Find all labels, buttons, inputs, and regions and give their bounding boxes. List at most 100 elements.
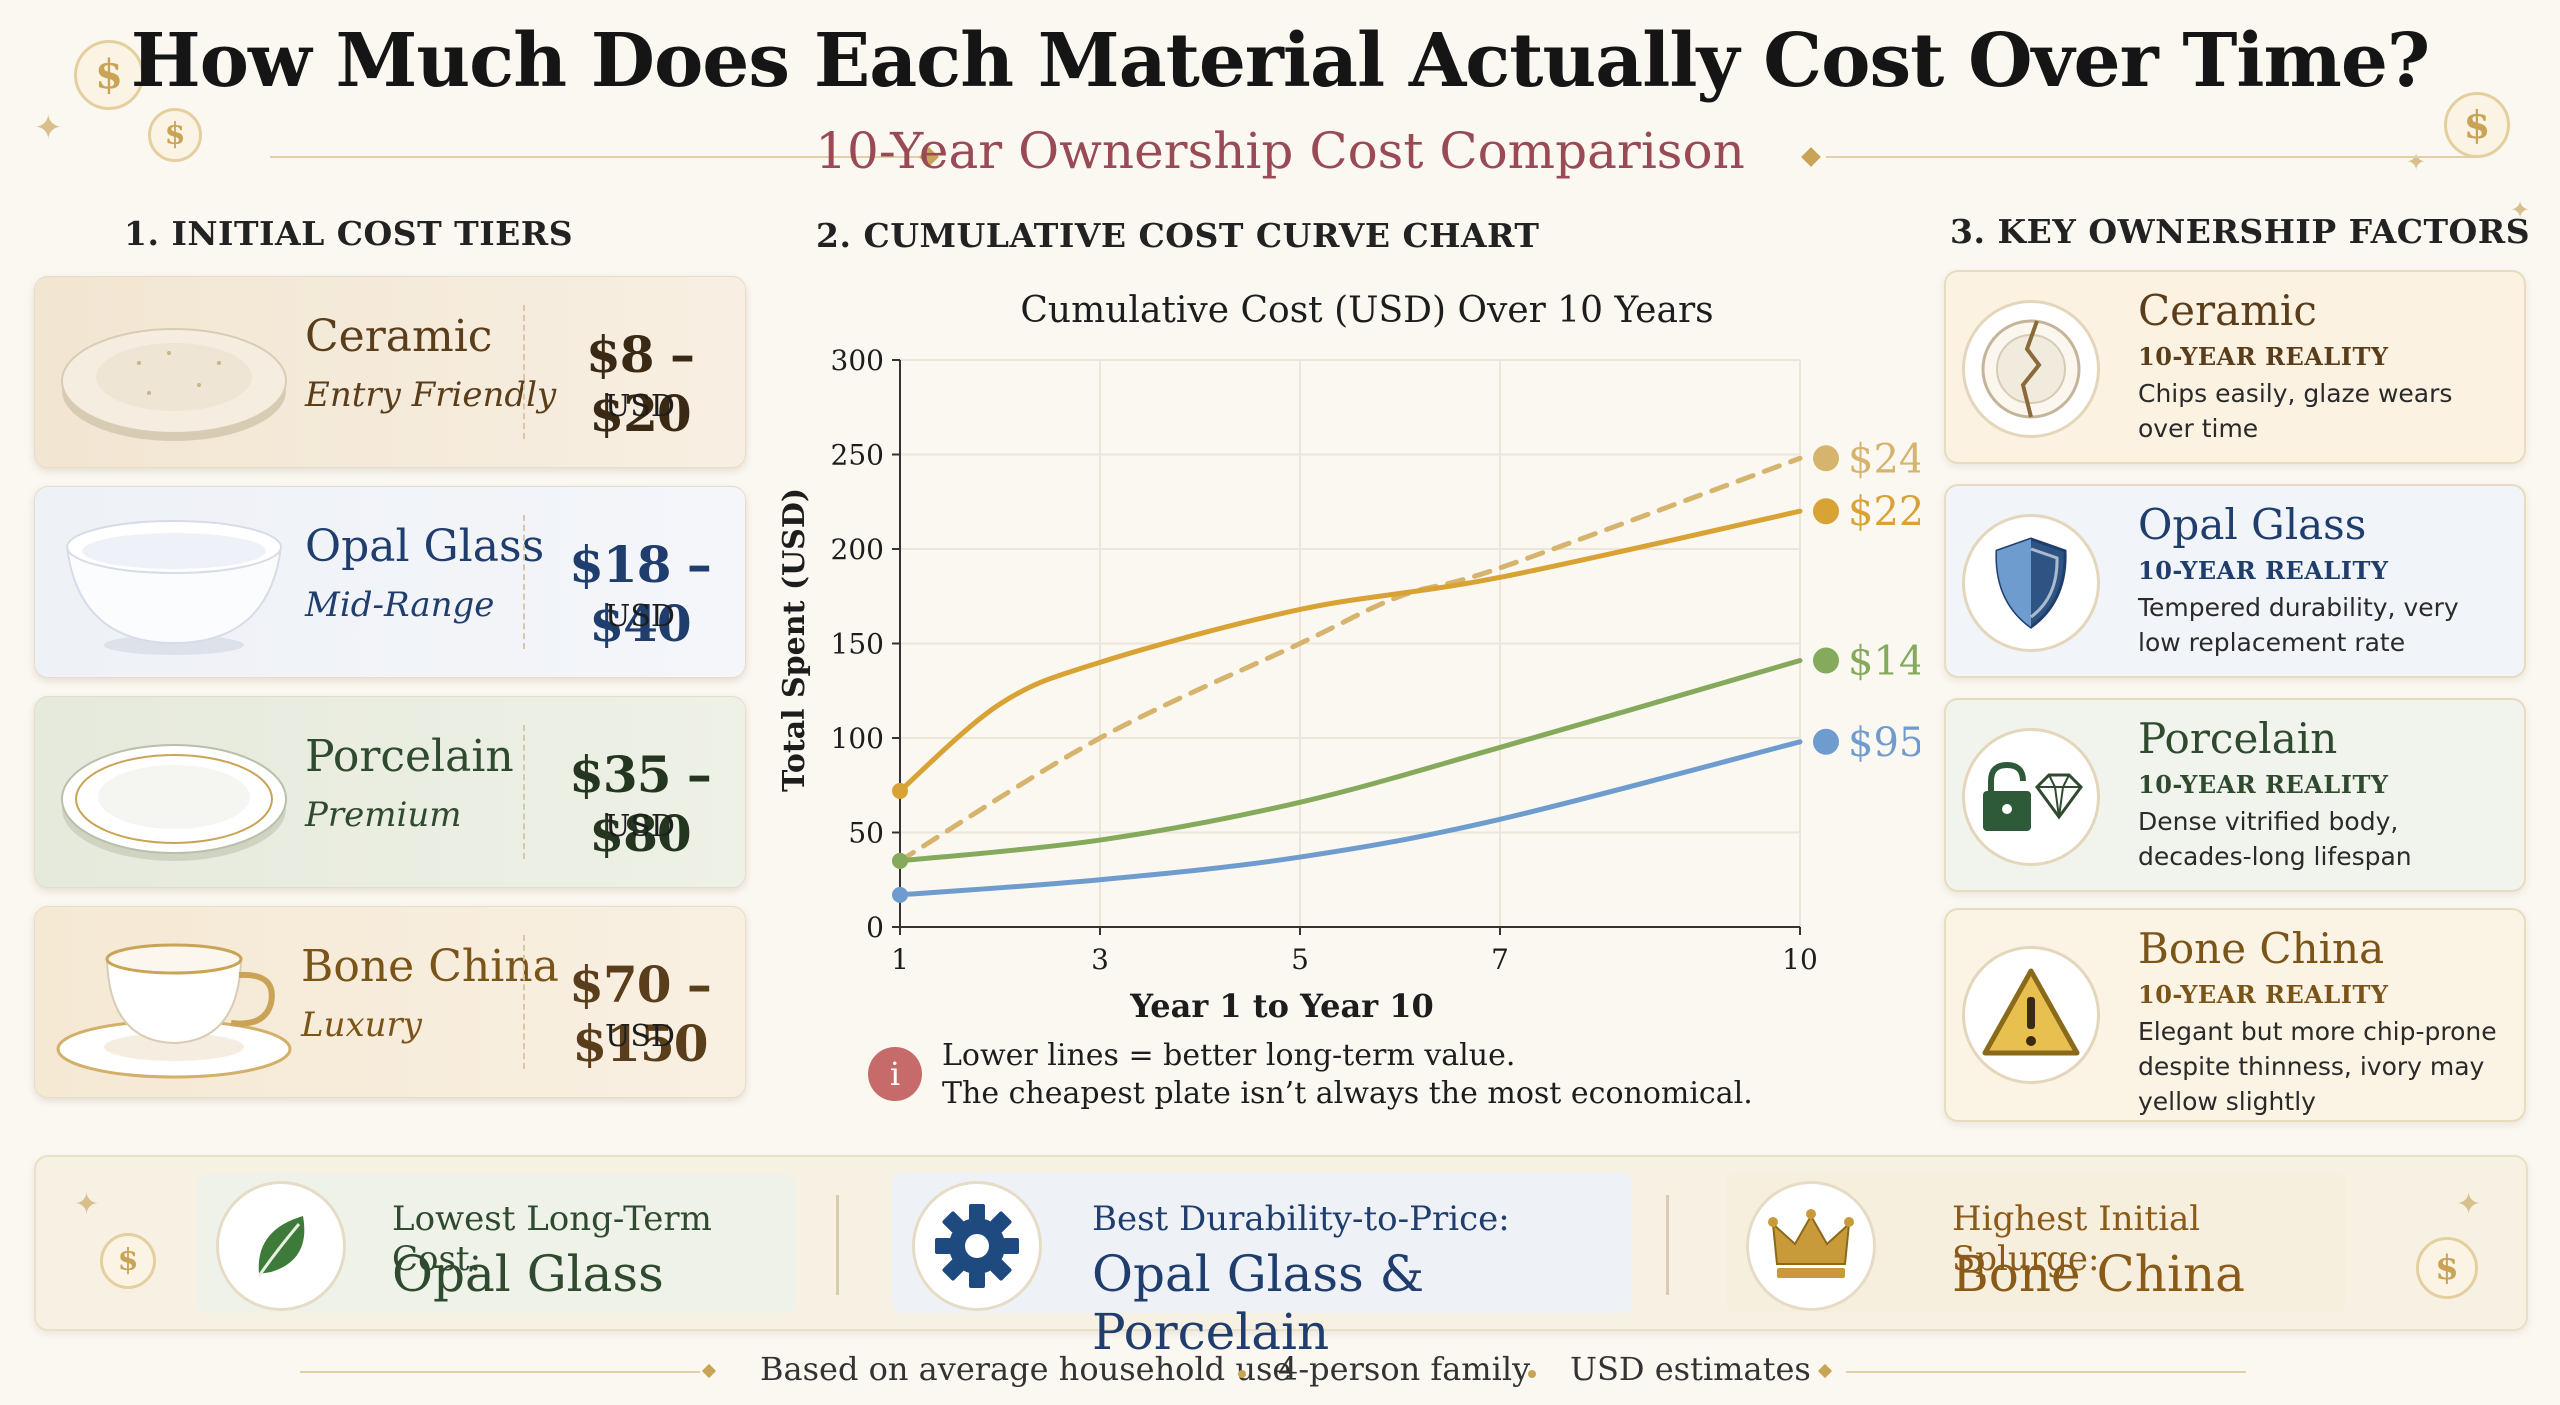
footer: Based on average household use 4-person …: [0, 1350, 2560, 1394]
highlights-banner: ✦ $ Lowest Long-Term Cost: Opal Glass: [34, 1155, 2528, 1361]
factor-name: Opal Glass: [2138, 500, 2367, 549]
tier-price: $18 – $40: [569, 535, 712, 653]
divider: [270, 156, 920, 158]
tier-price: $70 – $150: [569, 955, 712, 1073]
subtitle-row: 10-Year Ownership Cost Comparison: [0, 122, 2560, 192]
tier-name: Porcelain: [305, 731, 514, 782]
crown-icon: [1746, 1181, 1876, 1311]
factor-card-porcelain: Porcelain 10-YEAR REALITY Dense vitrifie…: [1944, 698, 2526, 892]
factor-name: Porcelain: [2138, 714, 2338, 763]
tier-card-opal-glass: Opal Glass Mid-Range $18 – $40 USD: [34, 486, 746, 678]
chart-note-line1: Lower lines = better long-term value.: [942, 1038, 1515, 1073]
info-icon-glyph: i: [890, 1055, 900, 1093]
dollar-coin-icon: $: [2444, 92, 2510, 158]
dollar-coin-icon: $: [2416, 1237, 2478, 1299]
tier-label: Mid-Range: [305, 585, 495, 625]
factor-reality-label: 10-YEAR REALITY: [2138, 980, 2389, 1009]
sparkle-icon: ✦: [34, 108, 63, 148]
highlight-label: Lowest Long-Term Cost:: [392, 1199, 712, 1279]
divider: [523, 935, 525, 1069]
series-start-point: [892, 782, 908, 799]
divider: [523, 305, 525, 439]
series-end-point: [1813, 647, 1839, 674]
chart-note-line2: The cheapest plate isn’t always the most…: [942, 1076, 1753, 1111]
series-end-point: [1813, 498, 1839, 525]
tier-label: Entry Friendly: [305, 375, 557, 415]
factor-card-opal-glass: Opal Glass 10-YEAR REALITY Tempered dura…: [1944, 484, 2526, 678]
factor-description: Dense vitrified body, decades-long lifes…: [2138, 807, 2412, 871]
highlight-value: Bone China: [1952, 1245, 2245, 1303]
cracked-plate-icon: [1962, 300, 2100, 438]
tier-label: Premium: [305, 795, 462, 835]
sparkle-icon: ✦: [2456, 1187, 2482, 1222]
x-tick-label: 5: [1291, 943, 1309, 976]
divider: [1846, 1371, 2246, 1373]
x-tick-label: 7: [1491, 943, 1509, 976]
series-line: [897, 455, 1803, 864]
warning-icon: [1962, 946, 2100, 1084]
factor-reality-label: 10-YEAR REALITY: [2138, 770, 2389, 799]
tier-name: Ceramic: [305, 311, 493, 362]
dollar-coin-icon: $: [100, 1233, 156, 1289]
series-start-point: [892, 852, 908, 869]
factors-heading: 3. KEY OWNERSHIP FACTORS: [1950, 212, 2531, 251]
footer-note: USD estimates: [1570, 1350, 1811, 1388]
dollar-coin-icon: $: [148, 108, 202, 162]
divider: [1666, 1195, 1669, 1295]
series-end-label: $220: [1848, 489, 1920, 535]
highlight-label: Highest Initial Splurge:: [1952, 1199, 2201, 1279]
diamond-ornament: [701, 1363, 717, 1379]
y-tick-label: 50: [848, 817, 884, 850]
teacup-image: [56, 943, 292, 1079]
dollar-coin-icon: $: [74, 40, 144, 110]
factor-description: Tempered durability, very low replacemen…: [2138, 593, 2459, 657]
footer-note: 4-person family: [1278, 1350, 1531, 1388]
divider: [523, 515, 525, 649]
x-tick-label: 10: [1782, 943, 1818, 976]
series-end-label: $140: [1848, 639, 1920, 685]
y-tick-label: 0: [866, 911, 884, 944]
tiers-heading: 1. INITIAL COST TIERS: [124, 214, 574, 253]
series-end-point: [1813, 445, 1839, 472]
tier-card-porcelain: Porcelain Premium $35 – $80 USD: [34, 696, 746, 888]
tier-name: Opal Glass: [305, 521, 545, 572]
opal-bowl-image: [65, 520, 283, 655]
info-icon: [868, 1047, 922, 1101]
highlight-value: Opal Glass: [392, 1245, 664, 1303]
y-tick-label: 250: [831, 439, 884, 472]
factor-description: Chips easily, glaze wears over time: [2138, 379, 2453, 443]
diamond-ornament: [1817, 1363, 1833, 1379]
divider: [300, 1371, 700, 1373]
gear-icon: [912, 1181, 1042, 1311]
y-tick-label: 300: [831, 344, 884, 377]
footer-separator: [1238, 1370, 1246, 1378]
chart-heading: 2. CUMULATIVE COST CURVE CHART: [816, 216, 1540, 255]
series-line: [897, 739, 1803, 898]
factor-description: Elegant but more chip-prone despite thin…: [2138, 1017, 2497, 1116]
factor-card-bone-china: Bone China 10-YEAR REALITY Elegant but m…: [1944, 908, 2526, 1122]
y-axis-label: Total Spent (USD): [777, 488, 812, 792]
tier-price: $8 – $20: [586, 325, 695, 443]
sparkle-icon: ✦: [74, 1187, 100, 1222]
y-tick-label: 150: [831, 628, 884, 661]
chart-title: Cumulative Cost (USD) Over 10 Years: [1020, 290, 1713, 331]
series-line: [897, 508, 1803, 794]
factor-reality-label: 10-YEAR REALITY: [2138, 556, 2389, 585]
highlight-splurge: Highest Initial Splurge: Bone China: [1726, 1173, 2346, 1313]
factor-name: Ceramic: [2138, 286, 2317, 335]
x-axis-label: Year 1 to Year 10: [1129, 987, 1434, 1025]
highlight-lowest-cost: Lowest Long-Term Cost: Opal Glass: [196, 1173, 796, 1313]
highlight-durability: Best Durability-to-Price: Opal Glass & P…: [892, 1173, 1632, 1361]
sparkle-icon: ✦: [2406, 148, 2427, 176]
factor-card-ceramic: Ceramic 10-YEAR REALITY Chips easily, gl…: [1944, 270, 2526, 464]
y-tick-label: 200: [831, 533, 884, 566]
divider: [523, 725, 525, 859]
ceramic-plate-image: [61, 328, 287, 441]
series-end-point: [1813, 728, 1839, 755]
footer-note: Based on average household use: [760, 1350, 1292, 1388]
shield-icon: [1962, 514, 2100, 652]
cumulative-cost-chart: Cumulative Cost (USD) Over 10 Years 0 50 1…: [777, 290, 1920, 1111]
tier-name: Bone China: [301, 941, 559, 992]
series-end-label: $95: [1848, 720, 1920, 766]
x-tick-label: 3: [1091, 943, 1109, 976]
